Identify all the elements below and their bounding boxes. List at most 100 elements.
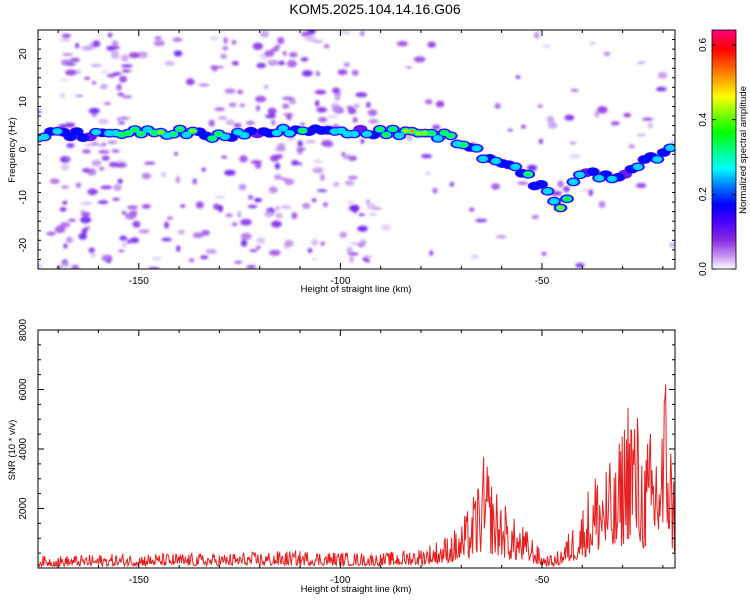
heatmap-ridge-cell	[124, 130, 133, 136]
heatmap-noise-cell	[603, 51, 611, 57]
heatmap-noise-cell	[62, 53, 73, 56]
heatmap-noise-cell	[637, 61, 646, 65]
heatmap-noise-cell	[564, 114, 575, 121]
heatmap-noise-cell	[215, 195, 226, 199]
heatmap-noise-cell	[138, 229, 150, 234]
heatmap-noise-cell	[635, 182, 647, 189]
heatmap-noise-cell	[101, 70, 109, 74]
heatmap-noise-cell	[228, 102, 237, 108]
heatmap-noise-cell	[349, 204, 360, 212]
heatmap-ridge-cell	[535, 180, 548, 189]
heatmap-noise-cell	[396, 40, 408, 47]
heatmap-noise-cell	[88, 247, 95, 254]
heatmap-noise-cell	[92, 81, 97, 85]
heatmap-noise-cell	[275, 212, 283, 219]
colorbar-ticks: 0.0 0.2 0.4 0.6	[698, 38, 736, 276]
heatmap-noise-cell	[302, 202, 311, 209]
heatmap-noise-cell	[267, 107, 277, 115]
y-tick-label: 0	[18, 146, 29, 152]
heatmap-noise-cell	[80, 201, 92, 206]
heatmap-noise-cell	[98, 150, 110, 154]
heatmap-noise-cell	[314, 89, 327, 95]
heatmap-noise-cell	[187, 77, 193, 85]
heatmap-noise-cell	[369, 213, 377, 216]
heatmap-ridge-cell	[446, 133, 455, 139]
heatmap-noise-cell	[110, 50, 119, 57]
colorbar-tick-label: 0.0	[698, 262, 709, 276]
heatmap-noise-cell	[311, 258, 317, 261]
heatmap-noise-cell	[284, 239, 294, 247]
heatmap-noise-cell	[339, 231, 348, 238]
heatmap-noise-cell	[280, 177, 288, 181]
heatmap-noise-cell	[288, 52, 298, 58]
heatmap-ridge-cell	[189, 129, 196, 133]
heatmap-noise-cell	[349, 256, 354, 263]
heatmap-noise-cell	[223, 37, 228, 44]
heatmap-noise-cell	[116, 117, 122, 121]
colorbar: 0.0 0.2 0.4 0.6 Normalized spectral amplitu…	[698, 29, 749, 276]
heatmap-noise-cell	[173, 50, 183, 57]
y-tick-label: 10	[18, 96, 29, 108]
heatmap-noise-cell	[304, 35, 316, 42]
heatmap-noise-cell	[270, 154, 280, 162]
heatmap-noise-cell	[164, 221, 169, 229]
heatmap-ridge-cell	[362, 130, 372, 138]
heatmap-noise-cell	[317, 189, 328, 193]
heatmap-noise-cell	[201, 229, 210, 236]
heatmap-noise-cell	[255, 105, 261, 112]
heatmap-noise-cell	[267, 59, 280, 66]
heatmap-noise-cell	[231, 222, 238, 227]
heatmap-noise-cell	[224, 169, 236, 176]
heatmap-noise-cell	[160, 171, 167, 178]
heatmap-ridge-cell	[652, 156, 663, 163]
heatmap-noise-cell	[78, 233, 88, 240]
heatmap-noise-cell	[231, 40, 237, 45]
heatmap-noise-cell	[569, 141, 577, 145]
heatmap-noise-cell	[469, 207, 475, 212]
heatmap-noise-cell	[173, 152, 179, 156]
heatmap-noise-cell	[224, 88, 236, 94]
heatmap-noise-cell	[75, 94, 84, 98]
heatmap-ridge-cell	[220, 133, 231, 140]
y-tick-label: -10	[18, 190, 29, 205]
heatmap-noise-cell	[100, 84, 108, 90]
heatmap-noise-cell	[427, 41, 436, 48]
colorbar-tick-label: 0.2	[698, 187, 709, 201]
heatmap-noise-cell	[82, 149, 91, 154]
heatmap-noise-cell	[98, 166, 105, 171]
y-tick-label: 6000	[18, 378, 29, 401]
heatmap-noise-cell	[563, 186, 570, 193]
heatmap-noise-cell	[126, 239, 132, 244]
heatmap-noise-cell	[432, 124, 441, 130]
heatmap-noise-cell	[164, 60, 175, 66]
colorbar-gradient	[711, 29, 737, 270]
heatmap-noise-cell	[121, 210, 127, 215]
heatmap-noise-cell	[66, 63, 77, 66]
heatmap-ridge-cell	[382, 132, 391, 138]
heatmap-noise-cell	[237, 211, 242, 218]
heatmap-noise-cell	[65, 69, 77, 76]
heatmap-noise-cell	[311, 198, 317, 203]
heatmap-ridge-cell	[607, 175, 618, 183]
heatmap-noise-cell	[358, 213, 366, 217]
heatmap-noise-cell	[167, 216, 173, 221]
heatmap-frame	[37, 29, 676, 270]
heatmap-noise-cell	[59, 38, 71, 42]
heatmap-background	[38, 30, 675, 269]
heatmap-noise-cell	[381, 224, 392, 231]
heatmap-noise-cell	[200, 255, 209, 260]
heatmap-noise-cell	[320, 241, 325, 246]
heatmap-noise-cell	[65, 157, 72, 162]
heatmap-y-label: Frequency (Hz)	[7, 117, 18, 182]
heatmap-noise-cell	[282, 96, 293, 100]
heatmap-noise-cell	[233, 122, 242, 129]
heatmap-noise-cell	[249, 249, 258, 253]
chart-title: KOM5.2025.104.14.16.G06	[289, 1, 460, 17]
heatmap-noise-cell	[300, 122, 305, 126]
heatmap-ridge-cell	[594, 174, 605, 182]
heatmap-noise-cell	[56, 264, 62, 269]
heatmap-noise-cell	[180, 204, 186, 208]
heatmap-noise-cell	[260, 30, 270, 38]
heatmap-noise-cell	[421, 154, 432, 159]
